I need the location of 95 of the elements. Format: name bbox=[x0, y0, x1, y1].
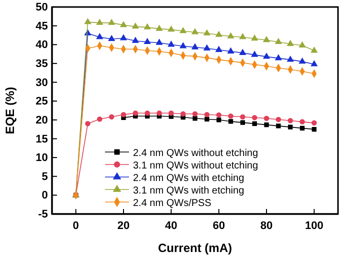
point bbox=[144, 38, 151, 44]
point bbox=[298, 41, 306, 48]
point bbox=[262, 52, 270, 59]
point bbox=[132, 110, 138, 116]
point bbox=[192, 111, 198, 117]
point bbox=[96, 32, 104, 40]
point bbox=[96, 18, 104, 25]
point bbox=[312, 126, 317, 132]
point bbox=[264, 122, 269, 128]
point bbox=[252, 115, 258, 120]
point bbox=[132, 22, 139, 29]
point bbox=[310, 46, 318, 53]
point bbox=[203, 44, 210, 50]
x-tick-label: 100 bbox=[304, 220, 324, 232]
point bbox=[312, 120, 317, 126]
point bbox=[168, 40, 175, 47]
x-tick-label: 60 bbox=[212, 220, 225, 232]
x-tick-label: 40 bbox=[165, 220, 178, 232]
point bbox=[239, 48, 246, 55]
legend-label: 3.1 nm QWs without etching bbox=[133, 160, 258, 172]
point bbox=[180, 26, 187, 34]
x-tick-label: 80 bbox=[260, 220, 273, 232]
point bbox=[227, 32, 234, 38]
point bbox=[262, 36, 270, 42]
legend-label: 3.1 nm QWs with etching bbox=[133, 186, 244, 196]
point bbox=[286, 56, 294, 62]
point bbox=[192, 116, 198, 121]
point bbox=[276, 116, 282, 122]
y-axis-title: EQE (%) bbox=[3, 86, 17, 134]
point bbox=[239, 32, 246, 40]
y-tick-label: 0 bbox=[42, 190, 48, 202]
point bbox=[168, 25, 175, 32]
point bbox=[251, 34, 258, 41]
point bbox=[85, 121, 90, 126]
legend-label: 2.4 nm QWs with etching bbox=[133, 173, 244, 184]
point bbox=[300, 119, 305, 124]
point bbox=[108, 114, 114, 120]
point bbox=[227, 47, 234, 54]
point bbox=[216, 118, 222, 122]
point bbox=[156, 24, 163, 31]
y-tick-label: 40 bbox=[36, 39, 48, 52]
point bbox=[288, 124, 293, 130]
point bbox=[180, 42, 187, 48]
point bbox=[310, 60, 318, 66]
point bbox=[228, 114, 234, 119]
point bbox=[286, 40, 294, 46]
x-tick-label: 20 bbox=[117, 220, 130, 232]
point bbox=[84, 18, 92, 24]
y-tick-label: 25 bbox=[36, 96, 48, 108]
point bbox=[144, 23, 151, 30]
point bbox=[252, 121, 257, 126]
point bbox=[300, 126, 305, 131]
point bbox=[276, 124, 281, 128]
point bbox=[156, 110, 162, 116]
point bbox=[274, 38, 282, 44]
point bbox=[108, 34, 116, 42]
y-tick-label: 10 bbox=[36, 152, 48, 164]
point bbox=[204, 116, 210, 122]
point bbox=[108, 18, 116, 25]
point bbox=[120, 34, 128, 40]
y-tick-label: 50 bbox=[36, 2, 48, 14]
legend-label: 2.4 nm QWs without etching bbox=[133, 148, 258, 159]
point bbox=[251, 50, 258, 57]
point bbox=[203, 29, 210, 36]
point bbox=[228, 119, 234, 124]
legend-label: 2.4 nm QWs/PSS bbox=[133, 198, 212, 209]
point bbox=[264, 116, 270, 122]
point bbox=[240, 120, 246, 125]
point bbox=[180, 111, 186, 117]
point bbox=[168, 110, 174, 116]
point bbox=[216, 112, 222, 118]
x-tick-label: 0 bbox=[72, 220, 79, 232]
y-tick-label: 5 bbox=[42, 170, 48, 183]
y-tick-label: 20 bbox=[36, 114, 48, 126]
point bbox=[288, 118, 293, 124]
x-axis-title: Current (mA) bbox=[158, 241, 232, 255]
point bbox=[274, 54, 282, 60]
y-tick-label: -5 bbox=[38, 208, 48, 221]
y-tick-label: 45 bbox=[36, 20, 48, 32]
y-tick-label: 15 bbox=[36, 133, 48, 146]
point bbox=[191, 28, 199, 34]
point bbox=[156, 38, 163, 45]
y-tick-label: 35 bbox=[36, 58, 48, 70]
point bbox=[215, 46, 222, 52]
point bbox=[120, 20, 128, 28]
point bbox=[298, 57, 306, 64]
point bbox=[204, 112, 210, 118]
point bbox=[132, 36, 139, 43]
point bbox=[240, 114, 246, 120]
point bbox=[120, 112, 126, 118]
point bbox=[144, 110, 150, 116]
point bbox=[191, 43, 199, 50]
point bbox=[97, 116, 102, 122]
y-tick-label: 30 bbox=[36, 76, 48, 89]
point bbox=[215, 30, 222, 37]
